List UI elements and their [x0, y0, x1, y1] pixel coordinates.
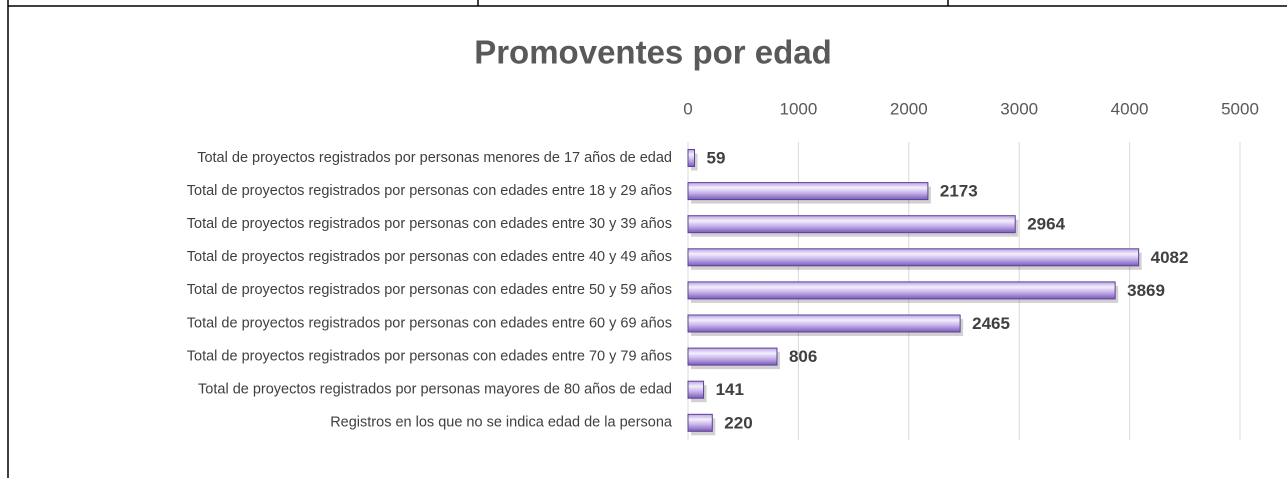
y-tick-label: Total de proyectos registrados por perso… — [187, 282, 672, 298]
bar — [687, 380, 705, 399]
y-tick-label: Registros en los que no se indica edad d… — [330, 415, 673, 431]
data-label: 220 — [724, 413, 752, 432]
y-tick-label: Total de proyectos registrados por perso… — [197, 150, 672, 166]
y-tick-label: Total de proyectos registrados por perso… — [187, 315, 672, 331]
bar — [687, 182, 929, 201]
data-label: 2465 — [972, 314, 1010, 333]
x-tick-label: 5000 — [1221, 99, 1259, 118]
x-tick-label: 4000 — [1111, 99, 1149, 118]
x-tick-label: 1000 — [779, 99, 817, 118]
y-tick-label: Total de proyectos registrados por perso… — [187, 183, 672, 199]
data-label: 3869 — [1127, 281, 1165, 300]
x-tick-label: 0 — [683, 99, 692, 118]
x-tick-label: 3000 — [1000, 99, 1038, 118]
bar — [687, 314, 961, 333]
bar — [687, 347, 778, 366]
chart-title: Promoventes por edad — [474, 34, 832, 71]
bar — [687, 413, 713, 432]
data-label: 59 — [707, 148, 726, 167]
data-label: 2964 — [1027, 215, 1065, 234]
data-label: 806 — [789, 347, 817, 366]
y-tick-label: Total de proyectos registrados por perso… — [187, 216, 672, 232]
bar — [687, 215, 1016, 234]
frame — [7, 0, 1287, 478]
y-tick-label: Total de proyectos registrados por perso… — [198, 382, 672, 398]
y-tick-label: Total de proyectos registrados por perso… — [187, 348, 672, 364]
data-label: 4082 — [1151, 248, 1189, 267]
x-tick-label: 2000 — [890, 99, 928, 118]
bar — [687, 281, 1116, 300]
y-tick-label: Total de proyectos registrados por perso… — [187, 249, 672, 265]
data-label: 141 — [716, 380, 744, 399]
data-label: 2173 — [940, 182, 978, 201]
bar — [687, 149, 696, 167]
bar — [687, 248, 1140, 267]
